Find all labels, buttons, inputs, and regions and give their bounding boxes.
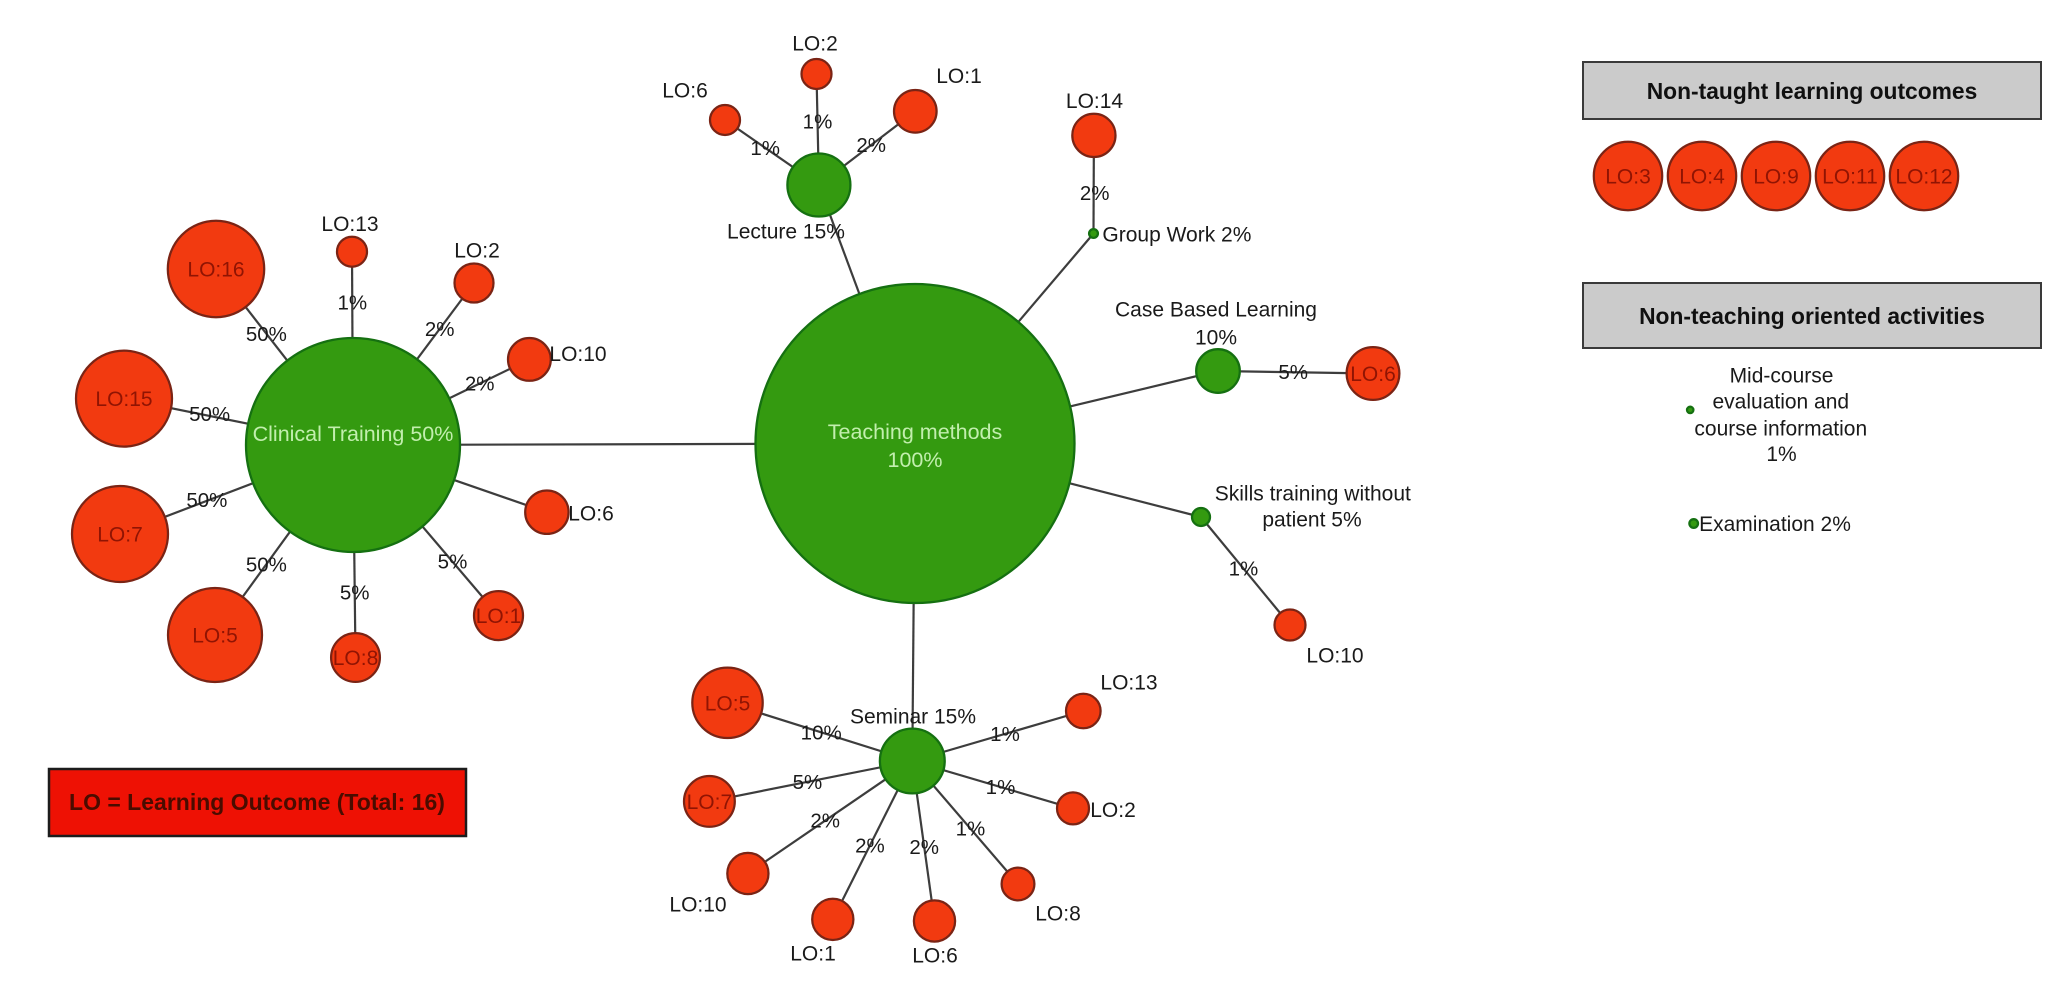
- svg-text:LO:13: LO:13: [1100, 672, 1157, 695]
- svg-text:1%: 1%: [1766, 443, 1796, 466]
- svg-text:LO:6: LO:6: [1350, 363, 1396, 386]
- svg-text:Examination 2%: Examination 2%: [1699, 513, 1851, 536]
- svg-text:1%: 1%: [803, 110, 833, 133]
- svg-text:LO = Learning Outcome (Total:: LO = Learning Outcome (Total: 16): [69, 789, 445, 815]
- svg-text:100%: 100%: [888, 448, 943, 472]
- svg-text:2%: 2%: [425, 318, 455, 341]
- svg-text:Non-teaching oriented activiti: Non-teaching oriented activities: [1639, 303, 1985, 329]
- svg-text:LO:8: LO:8: [1035, 903, 1081, 926]
- svg-text:LO:10: LO:10: [1306, 645, 1363, 668]
- svg-text:1%: 1%: [1229, 558, 1259, 581]
- svg-text:Teaching methods: Teaching methods: [828, 420, 1003, 444]
- svg-text:Group Work 2%: Group Work 2%: [1102, 223, 1251, 246]
- svg-text:LO:7: LO:7: [687, 791, 733, 814]
- svg-text:LO:8: LO:8: [333, 647, 379, 670]
- svg-text:LO:6: LO:6: [662, 80, 708, 103]
- svg-text:course information: course information: [1694, 417, 1867, 440]
- svg-text:2%: 2%: [1080, 182, 1110, 205]
- svg-text:LO:4: LO:4: [1679, 166, 1725, 189]
- svg-text:LO:5: LO:5: [705, 692, 751, 715]
- svg-text:2%: 2%: [810, 810, 840, 833]
- svg-text:LO:6: LO:6: [912, 945, 958, 968]
- svg-text:2%: 2%: [465, 373, 495, 396]
- svg-text:LO:12: LO:12: [1895, 166, 1952, 189]
- svg-text:evaluation and: evaluation and: [1712, 391, 1849, 414]
- svg-text:2%: 2%: [856, 134, 886, 157]
- svg-text:LO:10: LO:10: [669, 894, 726, 917]
- svg-text:LO:15: LO:15: [95, 388, 152, 411]
- svg-text:LO:14: LO:14: [1066, 90, 1124, 113]
- svg-text:1%: 1%: [986, 776, 1016, 799]
- svg-text:5%: 5%: [1278, 361, 1308, 384]
- svg-text:Seminar 15%: Seminar 15%: [850, 706, 976, 729]
- svg-text:Non-taught learning outcomes: Non-taught learning outcomes: [1647, 78, 1978, 104]
- svg-text:Clinical Training 50%: Clinical Training 50%: [253, 422, 454, 446]
- svg-text:LO:7: LO:7: [97, 524, 143, 547]
- svg-text:2%: 2%: [855, 835, 885, 858]
- svg-text:50%: 50%: [189, 403, 230, 426]
- svg-text:LO:3: LO:3: [1605, 166, 1651, 189]
- svg-text:1%: 1%: [990, 723, 1020, 746]
- svg-text:Skills training without: Skills training without: [1215, 483, 1411, 506]
- svg-text:patient 5%: patient 5%: [1262, 509, 1361, 532]
- svg-text:LO:11: LO:11: [1822, 166, 1878, 189]
- svg-text:10%: 10%: [1195, 327, 1237, 350]
- svg-text:50%: 50%: [246, 323, 287, 346]
- svg-text:5%: 5%: [438, 551, 468, 574]
- svg-text:LO:13: LO:13: [321, 213, 378, 236]
- svg-text:5%: 5%: [340, 582, 370, 605]
- svg-text:LO:1: LO:1: [790, 943, 836, 966]
- svg-text:2%: 2%: [909, 836, 939, 859]
- svg-text:LO:16: LO:16: [187, 259, 244, 282]
- svg-text:LO:6: LO:6: [568, 503, 614, 526]
- svg-text:LO:1: LO:1: [936, 65, 982, 88]
- svg-text:Lecture 15%: Lecture 15%: [727, 221, 845, 244]
- svg-text:LO:10: LO:10: [549, 343, 606, 366]
- svg-text:5%: 5%: [793, 771, 823, 794]
- svg-text:Case Based Learning: Case Based Learning: [1115, 299, 1317, 322]
- svg-text:LO:2: LO:2: [792, 33, 838, 56]
- svg-text:1%: 1%: [750, 137, 780, 160]
- svg-text:LO:2: LO:2: [1090, 799, 1136, 822]
- svg-text:10%: 10%: [801, 721, 842, 744]
- svg-text:LO:9: LO:9: [1753, 166, 1799, 189]
- svg-text:LO:2: LO:2: [454, 240, 500, 263]
- svg-text:1%: 1%: [337, 291, 367, 314]
- svg-text:50%: 50%: [186, 489, 227, 512]
- svg-text:LO:1: LO:1: [476, 605, 522, 628]
- svg-text:50%: 50%: [246, 553, 287, 576]
- svg-text:1%: 1%: [956, 818, 986, 841]
- svg-text:Mid-course: Mid-course: [1730, 365, 1834, 388]
- svg-text:LO:5: LO:5: [192, 625, 238, 648]
